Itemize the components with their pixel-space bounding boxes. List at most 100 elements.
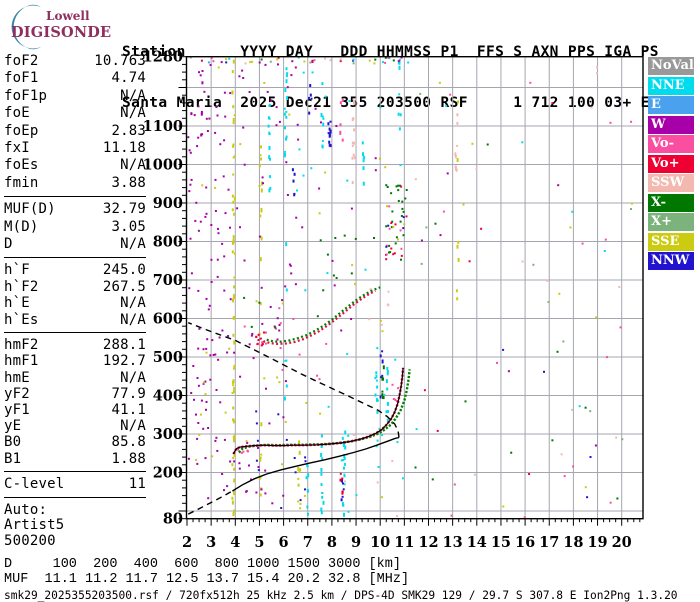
parameter-label: yF2 — [4, 385, 30, 402]
parameter-value: 2.83 — [111, 122, 146, 139]
legend-item-x: X- — [648, 193, 694, 212]
parameter-value: 245.0 — [102, 262, 146, 279]
svg-text:400: 400 — [153, 388, 183, 405]
parameter-label: MUF(D) — [4, 201, 56, 218]
svg-text:300: 300 — [153, 426, 183, 443]
parameter-label: h`F2 — [4, 278, 39, 295]
parameter-value: 1.88 — [111, 450, 146, 467]
parameter-row-foep: foEp 2.83 — [4, 123, 146, 140]
parameter-label: foF1 — [4, 70, 39, 87]
svg-text:500: 500 — [153, 349, 183, 366]
parameter-value: 10.763 — [94, 53, 146, 69]
svg-text:12: 12 — [418, 534, 438, 551]
svg-text:6: 6 — [279, 534, 289, 551]
parameter-row-ye: yE N/A — [4, 418, 146, 434]
parameter-label: foF1p — [4, 87, 48, 104]
parameter-label: fmin — [4, 174, 39, 191]
svg-text:4: 4 — [230, 534, 240, 551]
parameter-row-d: D N/A — [4, 236, 146, 253]
svg-text:1000: 1000 — [143, 157, 183, 174]
parameter-label: foF2 — [4, 53, 39, 69]
parameter-label: B1 — [4, 450, 22, 467]
parameter-row-fof1p: foF1p N/A — [4, 88, 146, 105]
parameter-row-fmin: fmin 3.88 — [4, 175, 146, 192]
autoscaling-line: Artist5 — [4, 517, 65, 534]
svg-text:900: 900 — [153, 195, 183, 212]
parameter-row-fof2: foF2 10.763 — [4, 53, 146, 70]
echo-type-legend: NoVal NNE E W Vo- Vo+ SSW X- X+ SSE NNW — [648, 57, 694, 272]
parameter-label: h`F — [4, 262, 30, 279]
electron-density-profile — [187, 322, 400, 515]
autoscaling-line: 500200 — [4, 532, 56, 549]
logo-text-lowell: Lowell — [46, 9, 90, 23]
parameter-label: h`E — [4, 295, 30, 312]
svg-text:19: 19 — [587, 534, 607, 551]
svg-text:2: 2 — [182, 534, 192, 551]
parameter-row-md: M(D) 3.05 — [4, 219, 146, 236]
parameter-value: N/A — [120, 235, 146, 252]
digisonde-logo-arc — [11, 4, 41, 50]
logo-text-digisonde: DIGISONDE — [11, 24, 112, 41]
d-row: D 100 200 400 600 800 1000 1500 3000 [km… — [4, 557, 401, 572]
panel-divider — [4, 257, 146, 259]
svg-text:1100: 1100 — [143, 118, 183, 135]
parameter-row-he: h`E N/A — [4, 295, 146, 312]
parameter-label: foEs — [4, 157, 39, 174]
d-muf-scale: D 100 200 400 600 800 1000 1500 3000 [km… — [4, 557, 410, 587]
parameter-label: B0 — [4, 434, 22, 451]
legend-item-vo: Vo- — [648, 135, 694, 153]
muf-row: MUF 11.1 11.2 11.7 12.5 13.7 15.4 20.2 3… — [4, 571, 410, 587]
parameter-row-hf: h`F 245.0 — [4, 262, 146, 279]
parameter-label: h`Es — [4, 311, 39, 328]
parameter-label: foE — [4, 105, 30, 122]
parameter-label: D — [4, 235, 13, 252]
panel-divider — [4, 496, 146, 498]
parameter-value: N/A — [120, 369, 146, 386]
parameter-row-clevel: C-level 11 — [4, 476, 146, 493]
ionogram-plot: 1280 1100 1000 900 800 700 600 500 400 300 200 80 2 3… — [143, 50, 644, 551]
svg-text:800: 800 — [153, 234, 183, 251]
legend-item-noval: NoVal — [648, 57, 694, 75]
svg-text:700: 700 — [153, 272, 183, 289]
parameter-row-yf2: yF2 77.9 — [4, 386, 146, 402]
parameter-row-fxi: fxI 11.18 — [4, 140, 146, 157]
parameter-row-yf1: yF1 41.1 — [4, 402, 146, 418]
parameter-row-fof1: foF1 4.74 — [4, 70, 146, 87]
svg-text:9: 9 — [351, 534, 361, 551]
digisonde-logo: Lowell DIGISONDE — [4, 2, 122, 50]
panel-divider — [4, 470, 146, 472]
svg-text:3: 3 — [206, 534, 216, 551]
y-axis-labels: 1280 1100 1000 900 800 700 600 500 400 300 200 80 — [143, 50, 183, 528]
parameter-row-hmf2: hmF2 288.1 — [4, 337, 146, 353]
svg-text:13: 13 — [443, 534, 463, 551]
parameter-value: 41.1 — [111, 402, 146, 419]
parameter-label: foEp — [4, 122, 39, 139]
svg-text:14: 14 — [467, 534, 487, 551]
legend-item-nne: NNE — [648, 76, 694, 95]
parameter-row-hes: h`Es N/A — [4, 312, 146, 329]
parameter-row-foes: foEs N/A — [4, 157, 146, 174]
echo-noise-dots — [187, 56, 633, 519]
svg-text:11: 11 — [394, 534, 414, 551]
echo-traces — [232, 286, 411, 455]
legend-item-vo: Vo+ — [648, 154, 694, 173]
parameter-value: 11.18 — [102, 139, 146, 156]
parameter-value: 32.79 — [102, 201, 146, 218]
parameter-label: hmE — [4, 369, 30, 386]
legend-item-e: E — [648, 96, 694, 114]
parameter-row-b0: B0 85.8 — [4, 434, 146, 450]
svg-text:17: 17 — [539, 534, 559, 551]
parameter-row-hf2: h`F2 267.5 — [4, 279, 146, 296]
parameter-value: 267.5 — [102, 278, 146, 295]
parameter-value: 11 — [128, 475, 146, 492]
parameter-label: fxI — [4, 139, 30, 156]
parameter-value: 192.7 — [102, 353, 146, 370]
parameter-row-hmf1: hmF1 192.7 — [4, 353, 146, 369]
parameter-value: N/A — [120, 311, 146, 328]
axis-ticks — [178, 56, 641, 526]
legend-item-ssw: SSW — [648, 174, 694, 192]
svg-text:80: 80 — [163, 511, 183, 528]
logo-crescent — [11, 4, 41, 50]
parameter-value: 3.05 — [111, 218, 146, 235]
parameter-value: 85.8 — [111, 434, 146, 451]
